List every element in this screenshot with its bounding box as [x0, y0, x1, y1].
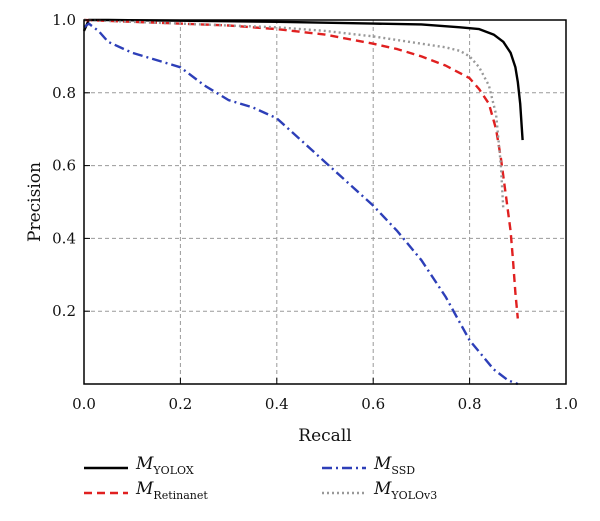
- series-line-yolox: [82, 18, 524, 141]
- x-tick-label: 1.0: [554, 395, 578, 413]
- legend-label-main: M: [135, 479, 154, 499]
- grid-lines: [84, 19, 566, 384]
- x-tick-label: 0.0: [72, 395, 96, 413]
- series-lines: [82, 18, 524, 386]
- series-line-ssd: [83, 22, 519, 386]
- legend-label-retinanet: MRetinanet: [135, 479, 208, 502]
- series-line-retinanet: [83, 18, 519, 319]
- y-tick-label: 0.2: [52, 302, 76, 320]
- axis-ticks: 0.0 0.2 0.4 0.6 0.8 1.0 0.2 0.4 0.6 0.8 1.0: [52, 11, 578, 413]
- legend-label-ssd: MSSD: [373, 454, 415, 477]
- series-line-yolov3: [83, 18, 505, 210]
- y-tick-label: 0.6: [52, 157, 76, 175]
- legend-label-yolov3: MYOLOv3: [373, 479, 437, 502]
- legend-label-main: M: [373, 454, 392, 474]
- x-axis-title: Recall: [298, 426, 351, 446]
- legend-label-sub: Retinanet: [153, 489, 208, 502]
- legend-label-main: M: [135, 454, 154, 474]
- y-tick-label: 0.4: [52, 229, 76, 247]
- x-tick-label: 0.6: [361, 395, 385, 413]
- legend-label-sub: YOLOv3: [390, 489, 437, 502]
- legend-label-main: M: [373, 479, 392, 499]
- x-tick-label: 0.8: [458, 395, 482, 413]
- y-tick-label: 0.8: [52, 84, 76, 102]
- legend-label-sub: YOLOX: [152, 464, 193, 477]
- x-tick-label: 0.4: [265, 395, 289, 413]
- plot-frame: [83, 19, 567, 385]
- x-tick-label: 0.2: [168, 395, 192, 413]
- y-tick-label: 1.0: [52, 11, 76, 29]
- y-axis-title: Precision: [25, 162, 45, 242]
- legend-label-sub: SSD: [391, 464, 415, 477]
- legend-label-yolox: MYOLOX: [135, 454, 194, 477]
